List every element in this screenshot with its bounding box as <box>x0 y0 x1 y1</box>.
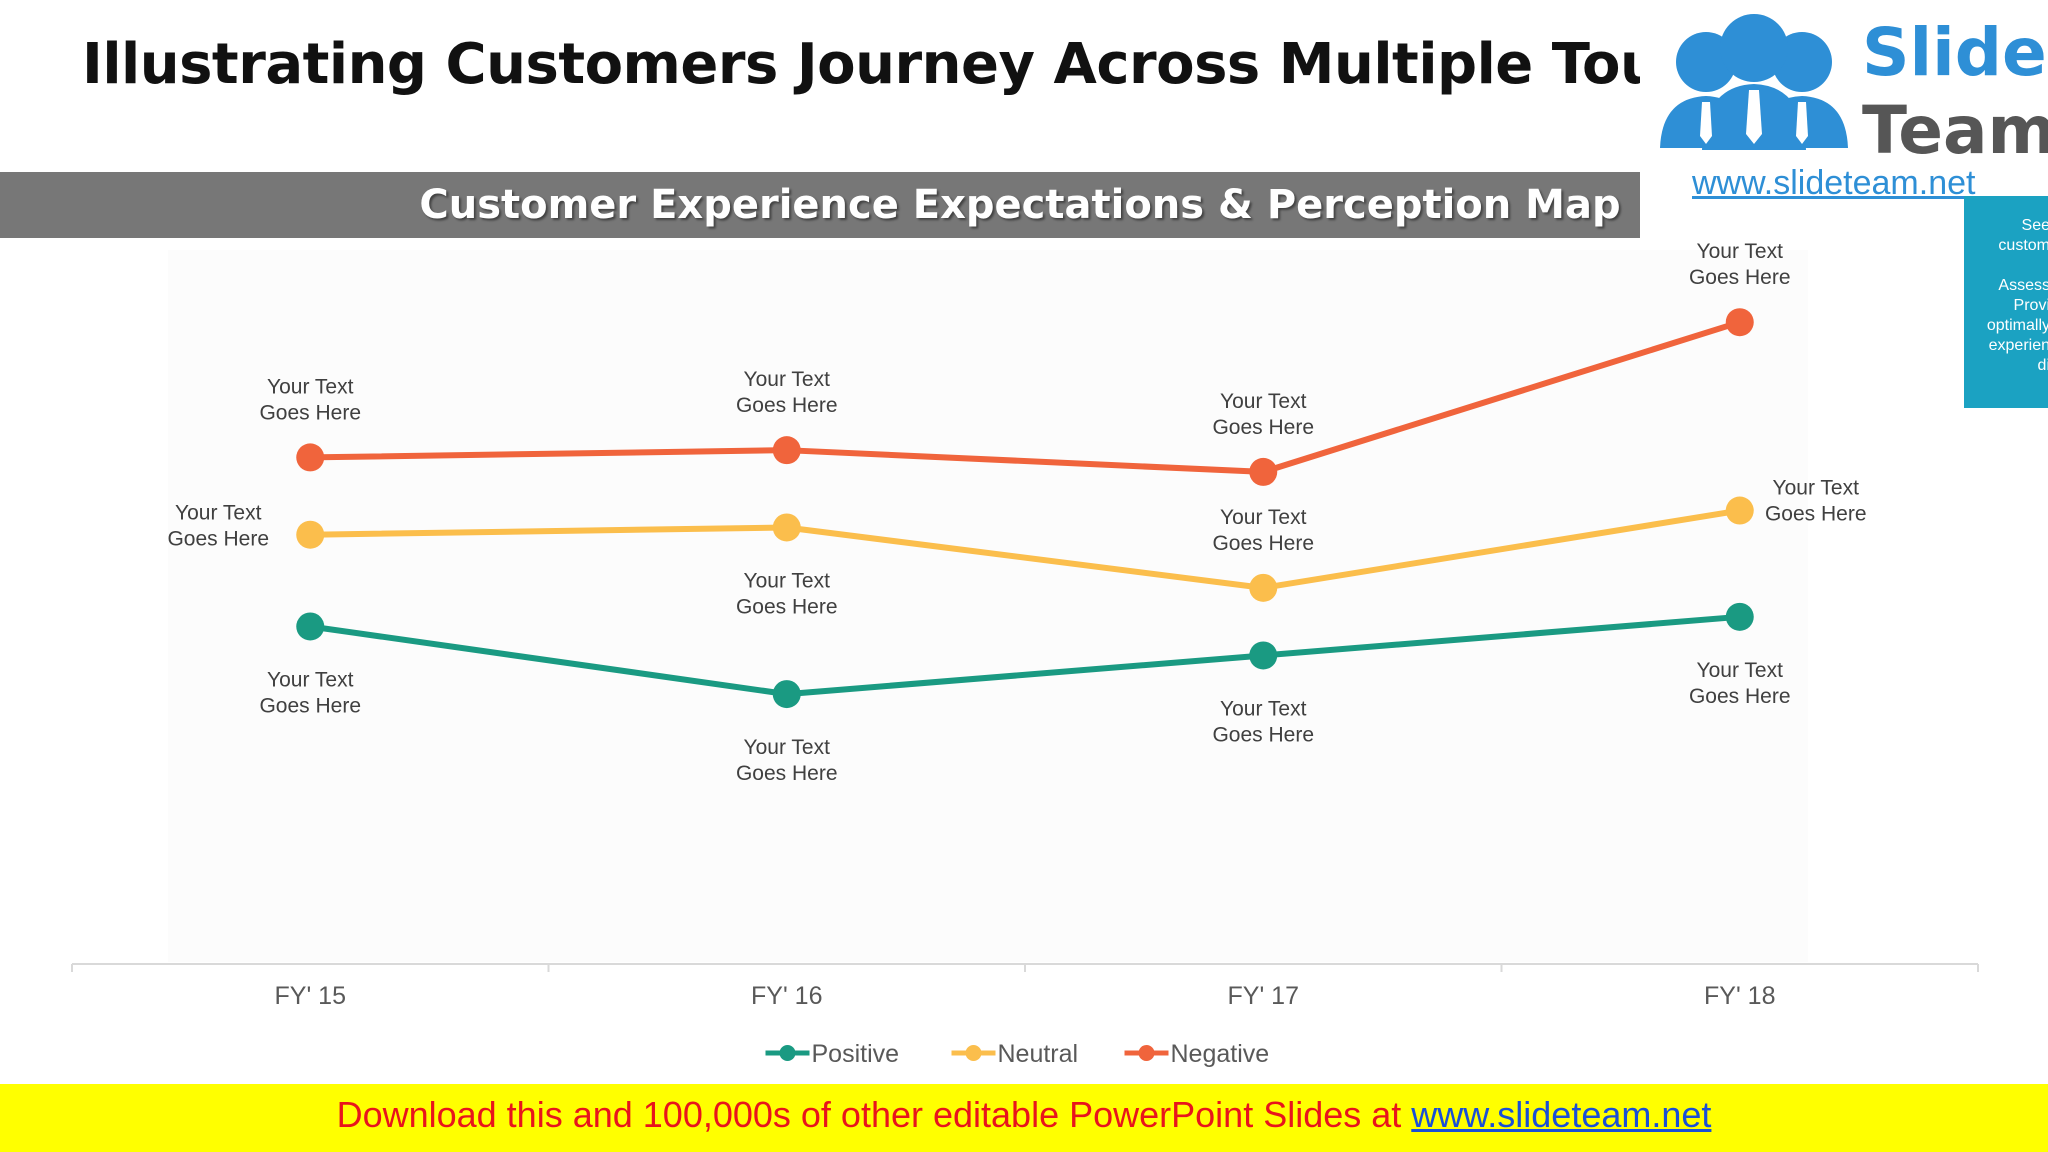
legend-item-positive[interactable]: Positive <box>765 1040 900 1068</box>
data-label-line: Goes Here <box>167 528 269 551</box>
data-point-positive[interactable] <box>1249 641 1278 670</box>
data-label-line: Your Text <box>1697 659 1784 682</box>
data-label: Your Text Goes Here <box>736 368 838 417</box>
legend-swatch-marker <box>965 1045 982 1061</box>
data-label-line: Your Text <box>1220 697 1307 720</box>
data-point-positive[interactable] <box>1725 602 1754 631</box>
slideteam-logo[interactable]: Slide Team www.slideteam.net <box>1640 0 2048 202</box>
data-label-line: Your Text <box>175 502 262 525</box>
data-label: Your Text Goes Here <box>736 736 838 785</box>
legend[interactable]: Positive Neutral Negative <box>765 1040 1270 1068</box>
people-logo-icon <box>1660 14 1848 150</box>
side-note-line: di <box>2037 357 2048 374</box>
data-label: Your Text Goes Here <box>736 569 838 618</box>
data-point-positive[interactable] <box>296 612 325 641</box>
x-tick-label: FY' 15 <box>275 982 346 1010</box>
data-label-line: Goes Here <box>736 394 838 417</box>
logo-word-slide: Slide <box>1862 14 2047 91</box>
legend-label: Neutral <box>998 1040 1079 1068</box>
footer-link[interactable]: www.slideteam.net <box>1411 1094 1712 1135</box>
slide-title: Illustrating Customers Journey Across Mu… <box>82 32 1927 97</box>
side-note-line <box>1964 256 2048 276</box>
data-label: Your Text Goes Here <box>1689 659 1791 708</box>
data-label: Your Text Goes Here <box>1212 506 1314 555</box>
data-label-line: Your Text <box>744 368 831 391</box>
line-chart: FY' 15 FY' 16 FY' 17 FY' 18 Your Text Goes H… <box>71 240 1979 1068</box>
data-label-line: Your Text <box>267 375 354 398</box>
data-point-negative[interactable] <box>1725 308 1754 337</box>
data-label: Your Text Goes Here <box>1689 240 1791 289</box>
data-point-negative[interactable] <box>296 443 325 472</box>
data-label-line: Your Text <box>1220 390 1307 413</box>
data-label: Your Text Goes Here <box>1212 697 1314 746</box>
data-label-line: Goes Here <box>259 694 361 717</box>
data-point-neutral[interactable] <box>1725 496 1754 525</box>
x-tick-label: FY' 16 <box>751 982 822 1010</box>
data-label-line: Your Text <box>744 569 831 592</box>
data-label: Your Text Goes Here <box>259 668 361 717</box>
side-note-line: experien <box>1988 337 2048 354</box>
footer-message: Download this and 100,000s of other edit… <box>336 1094 1412 1135</box>
data-point-positive[interactable] <box>772 680 801 709</box>
data-label-line: Your Text <box>1773 477 1860 500</box>
data-label-line: Goes Here <box>259 401 361 424</box>
data-label-line: Your Text <box>1697 240 1784 263</box>
series-layer <box>296 308 1754 709</box>
side-note-line: Assess <box>1998 277 2048 294</box>
legend-swatch-marker <box>779 1045 796 1061</box>
data-label: Your Text Goes Here <box>259 375 361 424</box>
side-note-line: Provi <box>2013 297 2048 314</box>
legend-item-negative[interactable]: Negative <box>1124 1040 1270 1068</box>
side-note-text: See custom Assess Provi optimally experi… <box>1964 216 2048 376</box>
side-note-line: See <box>2021 217 2048 234</box>
data-label-line: Goes Here <box>736 762 838 785</box>
data-point-negative[interactable] <box>772 436 801 465</box>
logo-url-link[interactable]: www.slideteam.net <box>1692 164 1976 202</box>
data-label-line: Goes Here <box>1212 723 1314 746</box>
legend-item-neutral[interactable]: Neutral <box>951 1040 1079 1068</box>
data-label: Your Text Goes Here <box>167 502 269 551</box>
plot-area <box>168 250 1808 962</box>
data-label-line: Goes Here <box>1689 266 1791 289</box>
data-label-line: Your Text <box>267 668 354 691</box>
data-label-line: Goes Here <box>736 595 838 618</box>
side-note-line: optimally <box>1986 317 2048 334</box>
side-note-panel: See custom Assess Provi optimally experi… <box>1964 196 2048 408</box>
data-point-neutral[interactable] <box>1249 573 1278 602</box>
chart-title: Customer Experience Expectations & Perce… <box>419 182 1621 228</box>
data-point-negative[interactable] <box>1249 457 1278 486</box>
data-label-line: Goes Here <box>1212 532 1314 555</box>
x-axis: FY' 15 FY' 16 FY' 17 FY' 18 <box>71 963 1979 1010</box>
data-label-line: Goes Here <box>1765 503 1867 526</box>
data-label-line: Your Text <box>744 736 831 759</box>
side-note-line: custom <box>1998 237 2048 254</box>
data-label-line: Goes Here <box>1689 685 1791 708</box>
footer-banner: Download this and 100,000s of other edit… <box>0 1084 2048 1152</box>
series-line-neutral <box>310 507 1741 591</box>
series-line-negative <box>310 319 1741 475</box>
chart-header-bar: Customer Experience Expectations & Perce… <box>0 172 1640 238</box>
data-label-line: Goes Here <box>1212 416 1314 439</box>
plot-background <box>168 250 1808 962</box>
x-tick-label: FY' 18 <box>1704 982 1775 1010</box>
legend-swatch-marker <box>1138 1045 1155 1061</box>
series-line-positive <box>309 613 1740 698</box>
logo-word-team: Team <box>1862 92 2048 169</box>
data-label-line: Your Text <box>1220 506 1307 529</box>
data-label: Your Text Goes Here <box>1765 477 1867 526</box>
legend-label: Negative <box>1171 1040 1270 1068</box>
data-point-neutral[interactable] <box>772 513 801 542</box>
data-point-neutral[interactable] <box>296 520 325 549</box>
legend-label: Positive <box>812 1040 900 1068</box>
x-tick-label: FY' 17 <box>1228 982 1299 1010</box>
data-label: Your Text Goes Here <box>1212 390 1314 439</box>
footer-text: Download this and 100,000s of other edit… <box>337 1094 1712 1136</box>
